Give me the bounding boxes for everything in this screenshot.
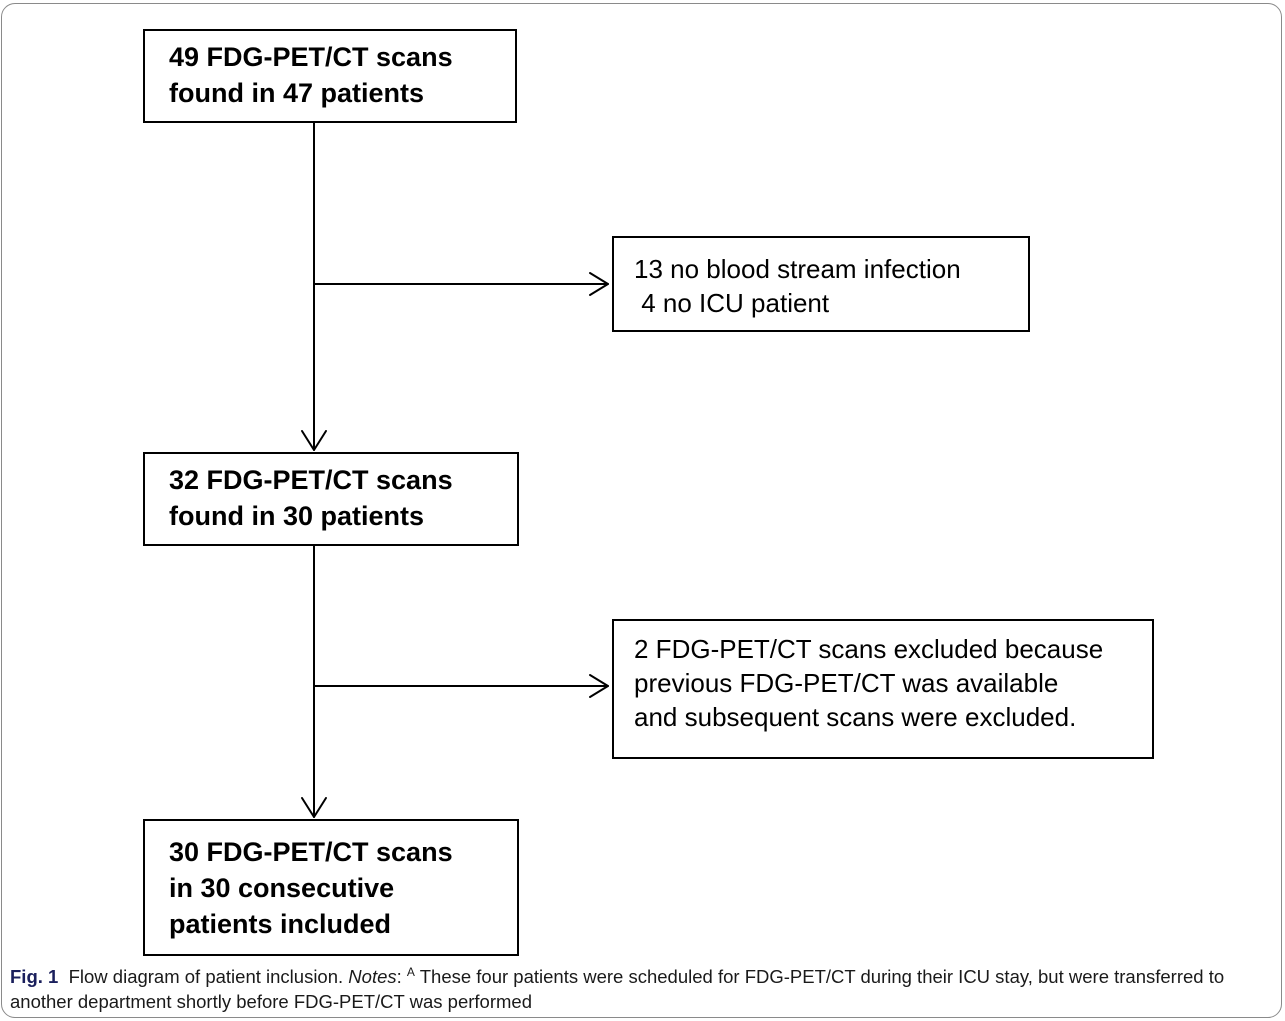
figure-frame [1,3,1282,1018]
figure-label: Fig. 1 [10,966,59,987]
box-text-line: 2 FDG-PET/CT scans excluded because [634,634,1104,664]
box-text-line: and subsequent scans were excluded. [634,702,1077,732]
box-text-line: 4 no ICU patient [634,288,830,318]
figure-title: Flow diagram of patient inclusion. [68,966,344,987]
box-remaining-scans: 32 FDG-PET/CT scans found in 30 patients [143,452,519,546]
notes-label: Notes [348,966,397,987]
arrowhead-to-exclusion2 [589,674,609,698]
caption-text: These four patients were scheduled for F… [10,966,1225,1012]
box-text-line: found in 47 patients [169,78,425,108]
box-text-line: 13 no blood stream infection [634,254,961,284]
arrowhead-to-middle [301,430,327,451]
box-text-line: 32 FDG-PET/CT scans [169,465,453,495]
arrowhead-to-exclusion1 [589,272,609,296]
box-exclusion-second: 2 FDG-PET/CT scans excluded because prev… [612,619,1154,759]
box-text-line: patients included [169,909,392,939]
box-text-line: in 30 consecutive [169,873,395,903]
footnote-marker: A [406,964,415,979]
box-included-scans: 30 FDG-PET/CT scans in 30 consecutive pa… [143,819,519,956]
box-text-line: 49 FDG-PET/CT scans [169,42,453,72]
box-exclusion-first: 13 no blood stream infection 4 no ICU pa… [612,236,1030,332]
arrowhead-to-final [301,797,327,818]
box-text-line: 30 FDG-PET/CT scans [169,837,453,867]
box-text-line: previous FDG-PET/CT was available [634,668,1059,698]
figure-caption: Fig. 1 Flow diagram of patient inclusion… [10,964,1225,1012]
box-initial-scans: 49 FDG-PET/CT scans found in 47 patients [143,29,517,123]
box-text-line: found in 30 patients [169,501,425,531]
